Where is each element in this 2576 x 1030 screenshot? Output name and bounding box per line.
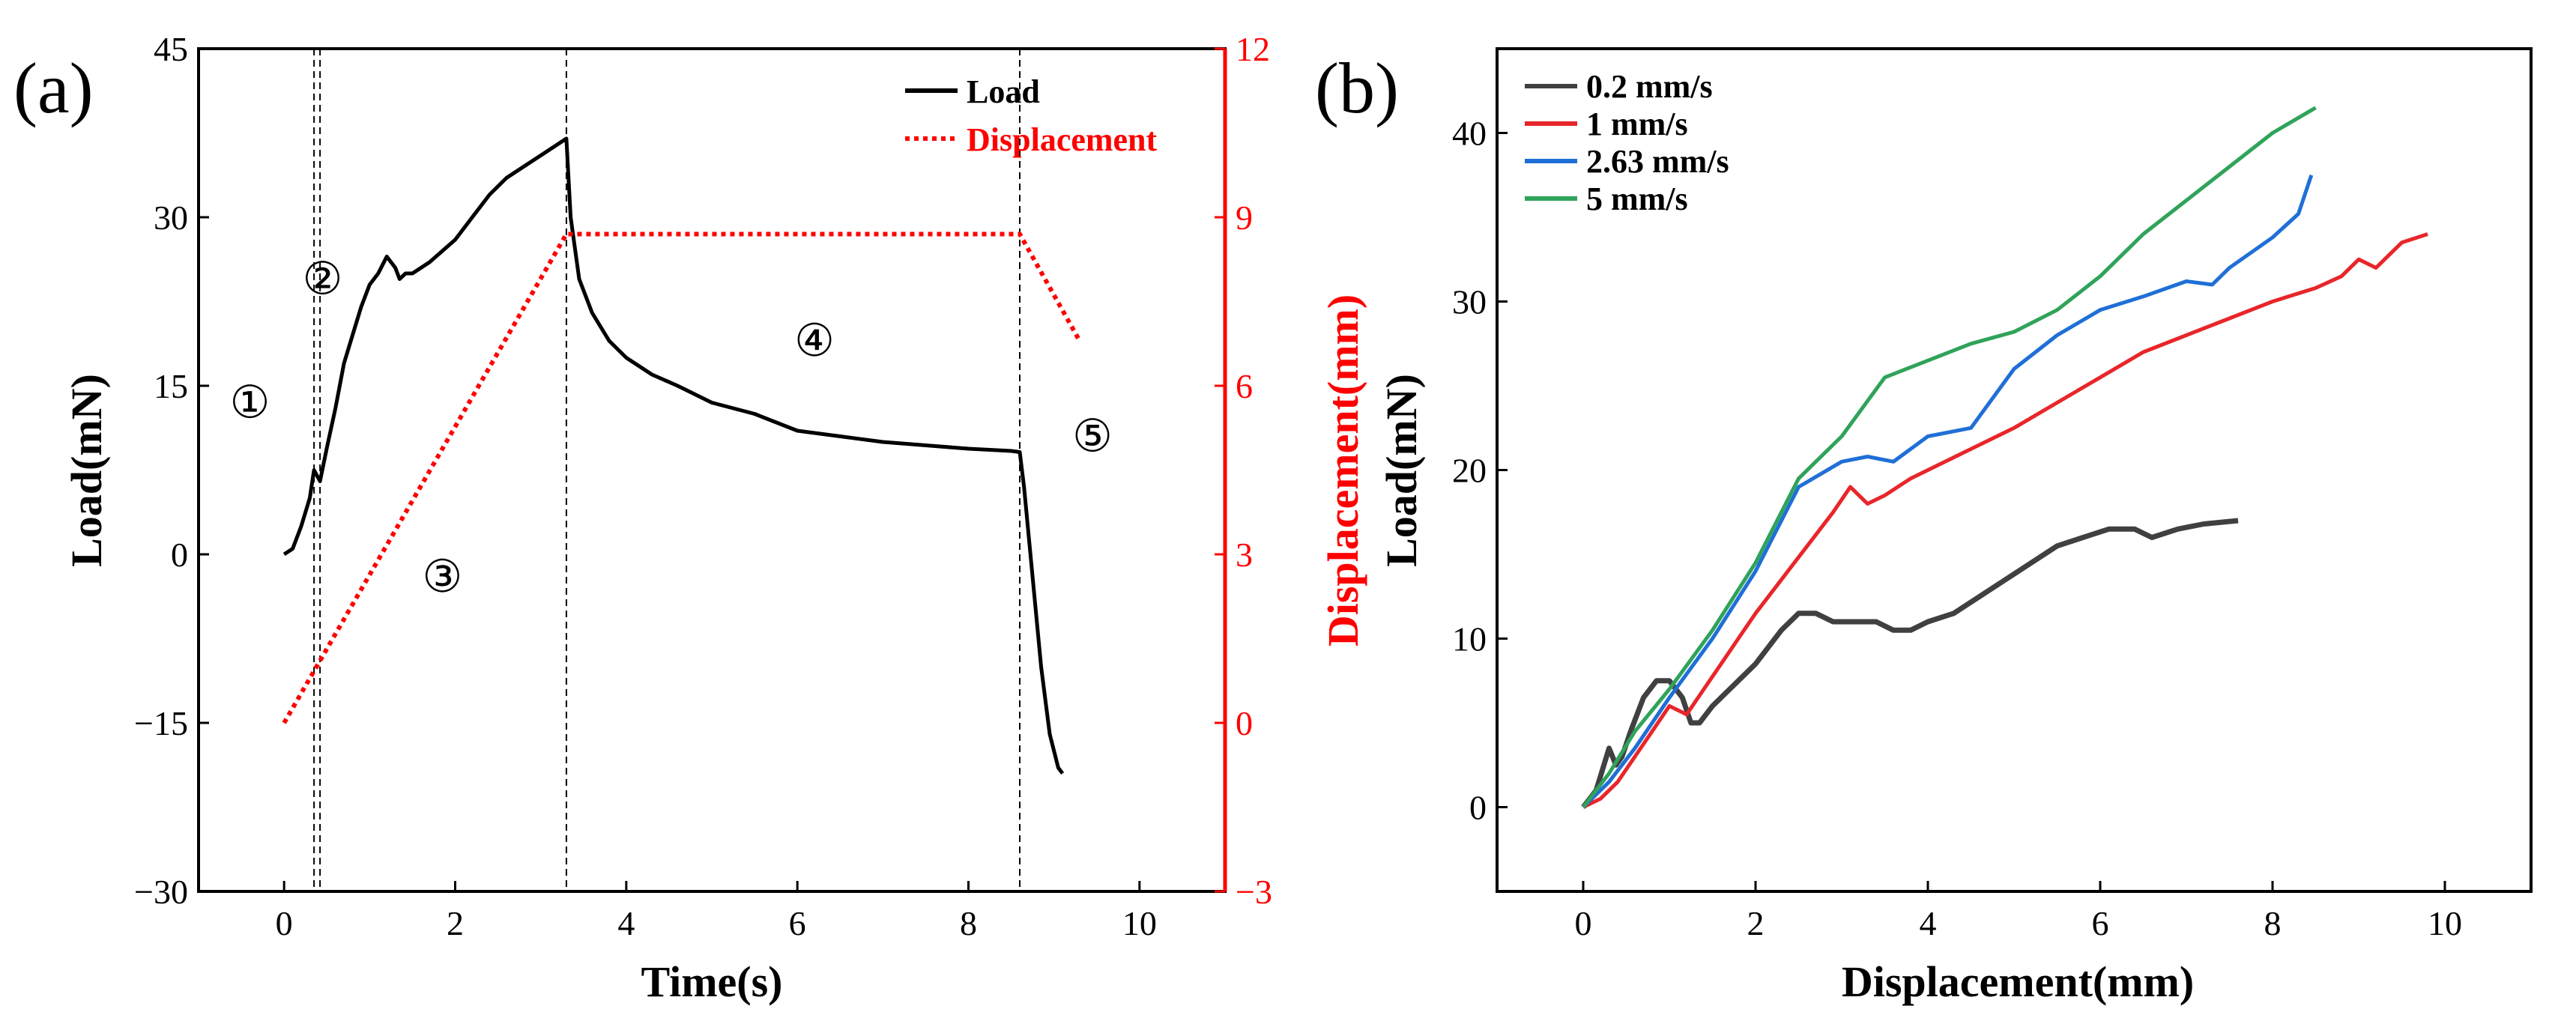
y-tick-label-b: 10: [1452, 620, 1487, 658]
phase-marker-5: ⑤: [1072, 411, 1113, 463]
x-tick-label-b: 2: [1747, 904, 1765, 942]
x-axis-ticks-b: 0 2 4 6 8 10: [1575, 881, 2462, 942]
y-tick-label-a: 0: [171, 536, 188, 574]
phase-marker-2: ②: [303, 253, 343, 306]
plot-frame-a: [197, 47, 1227, 893]
series-load-line: [282, 136, 1065, 775]
y-tick-label-a: 45: [154, 30, 188, 68]
legend-label-0: 0.2 mm/s: [1586, 68, 1713, 105]
y2-tick-label-a: 12: [1236, 30, 1270, 68]
panel-b: (b) 0 2 4 6 8 10 0 10 20 30 40 Displacement(mm) L…: [1315, 47, 2533, 1006]
x-tick-label-a: 2: [447, 904, 464, 942]
phase-annotations: ① ② ③ ④ ⑤: [230, 253, 1113, 604]
x-tick-label-b: 6: [2092, 904, 2109, 942]
phase-marker-1: ①: [230, 377, 270, 429]
legend-label-1: 1 mm/s: [1586, 106, 1688, 142]
plot-area-a: [282, 136, 1082, 775]
y-tick-label-a: −15: [134, 704, 188, 742]
x-tick-label-b: 10: [2428, 904, 2462, 942]
y2-axis-label-a: Displacement(mm): [1319, 294, 1367, 646]
y-tick-label-a: −30: [134, 873, 188, 911]
x-tick-label-b: 0: [1575, 904, 1592, 942]
phase-marker-3: ③: [422, 551, 462, 603]
y-axis-ticks-b: 0 10 20 30 40: [1452, 115, 1508, 827]
x-tick-label-a: 6: [789, 904, 806, 942]
x-axis-label-b: Displacement(mm): [1842, 957, 2194, 1006]
y2-tick-label-a: 3: [1236, 536, 1253, 574]
y-tick-label-b: 40: [1452, 115, 1487, 153]
series-line-0: [1581, 518, 2239, 809]
y-tick-label-a: 15: [154, 367, 188, 405]
x-tick-label-b: 8: [2264, 904, 2282, 942]
y-tick-label-b: 30: [1452, 283, 1487, 321]
legend-label-2: 2.63 mm/s: [1586, 143, 1729, 180]
legend-b: 0.2 mm/s1 mm/s2.63 mm/s5 mm/s: [1525, 68, 1729, 217]
series-line-2: [1582, 175, 2314, 809]
y-axis-label-b: Load(mN): [1377, 374, 1426, 567]
y-tick-label-b: 0: [1469, 789, 1487, 827]
phase-boundary-lines: [313, 49, 1021, 891]
x-tick-label-a: 4: [617, 904, 635, 942]
x-tick-label-a: 8: [960, 904, 977, 942]
y2-axis-ticks-a: −3 0 3 6 9 12: [1215, 30, 1272, 911]
series-displacement-line: [282, 231, 1082, 724]
y2-tick-label-a: −3: [1236, 873, 1272, 911]
x-tick-label-a: 10: [1122, 904, 1157, 942]
y-tick-label-a: 30: [154, 199, 188, 237]
x-tick-label-b: 4: [1920, 904, 1937, 942]
y-axis-ticks-a: −30 −15 0 15 30 45: [134, 30, 209, 911]
x-tick-label-a: 0: [276, 904, 293, 942]
panel-b-label: (b): [1315, 48, 1399, 128]
y-axis-label-a: Load(mN): [62, 374, 111, 567]
phase-marker-4: ④: [794, 315, 835, 367]
y-tick-label-b: 20: [1452, 452, 1487, 490]
series-line-3: [1582, 106, 2317, 809]
legend-label-3: 5 mm/s: [1586, 181, 1688, 217]
legend-label-load: Load: [967, 73, 1040, 110]
x-axis-label-a: Time(s): [641, 957, 782, 1006]
y2-tick-label-a: 9: [1236, 199, 1253, 237]
plot-area-b: [1581, 106, 2428, 809]
y2-tick-label-a: 6: [1236, 367, 1253, 405]
legend-label-displacement: Displacement: [967, 121, 1158, 158]
legend-a: Load Displacement: [905, 73, 1158, 158]
y2-tick-label-a: 0: [1236, 704, 1253, 742]
x-axis-ticks-a: 0 2 4 6 8 10: [276, 881, 1157, 942]
series-line-1: [1582, 232, 2428, 809]
panel-a-label: (a): [13, 48, 94, 128]
